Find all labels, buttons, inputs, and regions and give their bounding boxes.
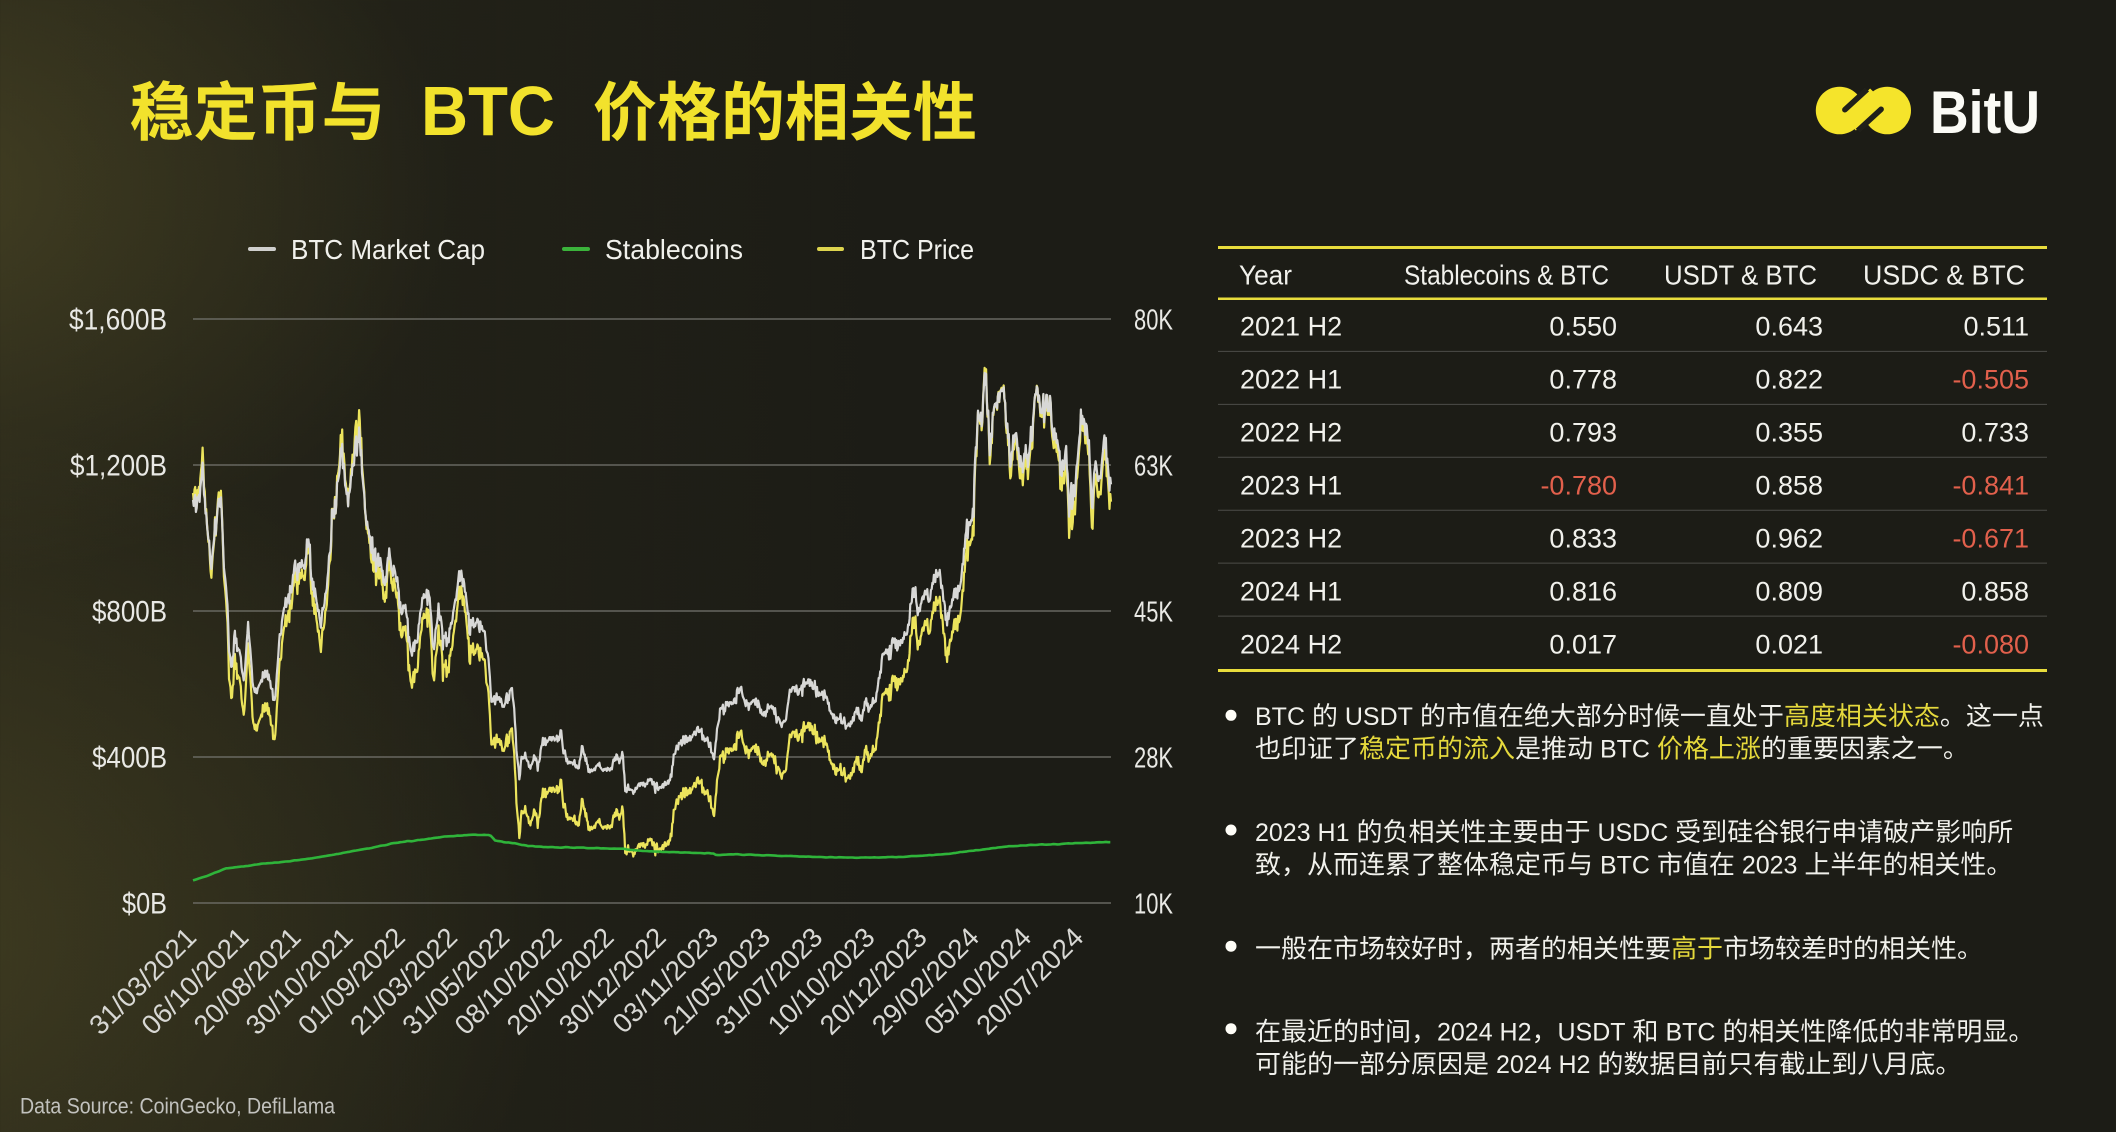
svg-text:2022 H1: 2022 H1 <box>1240 365 1342 395</box>
svg-text:45K: 45K <box>1134 597 1173 629</box>
svg-text:BTC Market Cap: BTC Market Cap <box>291 234 485 265</box>
svg-text:BTC: BTC <box>1593 736 1657 764</box>
svg-text:2024 H2: 2024 H2 <box>1240 629 1342 659</box>
svg-text:2023 H2: 2023 H2 <box>1240 523 1342 553</box>
svg-text:0.858: 0.858 <box>1755 471 1823 501</box>
svg-text:2023 H1: 2023 H1 <box>1255 819 1356 847</box>
svg-text:0.822: 0.822 <box>1755 365 1823 395</box>
svg-text:10K: 10K <box>1134 889 1173 921</box>
svg-text:BTC: BTC <box>1593 852 1657 880</box>
svg-text:0.550: 0.550 <box>1549 312 1617 342</box>
svg-text:USDC & BTC: USDC & BTC <box>1863 260 2025 291</box>
svg-text:BitU: BitU <box>1930 79 2040 146</box>
svg-text:-0.780: -0.780 <box>1540 471 1617 501</box>
svg-text:USDC: USDC <box>1591 819 1676 847</box>
svg-text:-0.505: -0.505 <box>1952 365 2029 395</box>
svg-text:2021 H2: 2021 H2 <box>1240 312 1342 342</box>
svg-text:2023: 2023 <box>1735 852 1805 880</box>
svg-text:0.858: 0.858 <box>1961 576 2029 606</box>
svg-text:-0.841: -0.841 <box>1952 471 2029 501</box>
svg-text:80K: 80K <box>1134 305 1173 337</box>
svg-text:BTC: BTC <box>421 72 555 150</box>
svg-text:2022 H2: 2022 H2 <box>1240 418 1342 448</box>
svg-text:USDT: USDT <box>1558 1019 1633 1047</box>
svg-text:$0B: $0B <box>122 888 167 921</box>
svg-text:2023 H1: 2023 H1 <box>1240 471 1342 501</box>
svg-text:2024 H2: 2024 H2 <box>1437 1019 1532 1047</box>
svg-text:BTC Price: BTC Price <box>860 234 974 265</box>
svg-text:2024 H2: 2024 H2 <box>1489 1051 1597 1079</box>
svg-text:28K: 28K <box>1134 743 1173 775</box>
svg-text:$1,200B: $1,200B <box>70 450 167 483</box>
svg-text:Data Source: CoinGecko, DefiLl: Data Source: CoinGecko, DefiLlama <box>20 1094 336 1119</box>
svg-text:0.793: 0.793 <box>1549 418 1617 448</box>
svg-text:BTC: BTC <box>1255 703 1312 731</box>
svg-text:BTC: BTC <box>1659 1019 1723 1047</box>
svg-text:0.643: 0.643 <box>1755 312 1823 342</box>
svg-text:$1,600B: $1,600B <box>69 304 167 337</box>
svg-text:Year: Year <box>1239 260 1292 291</box>
svg-text:0.511: 0.511 <box>1963 312 2029 342</box>
svg-text:0.021: 0.021 <box>1755 629 1823 659</box>
svg-text:0.355: 0.355 <box>1755 418 1823 448</box>
svg-text:0.778: 0.778 <box>1549 365 1617 395</box>
svg-text:0.816: 0.816 <box>1549 576 1617 606</box>
svg-text:0.833: 0.833 <box>1549 523 1617 553</box>
svg-text:-0.671: -0.671 <box>1952 523 2029 553</box>
svg-text:$800B: $800B <box>92 596 167 629</box>
svg-text:0.809: 0.809 <box>1755 576 1823 606</box>
svg-text:63K: 63K <box>1134 451 1173 483</box>
svg-text:2024 H1: 2024 H1 <box>1240 576 1342 606</box>
svg-text:Stablecoins: Stablecoins <box>605 234 743 265</box>
svg-text:0.017: 0.017 <box>1549 629 1617 659</box>
svg-text:0.733: 0.733 <box>1961 418 2029 448</box>
svg-text:Stablecoins & BTC: Stablecoins & BTC <box>1404 260 1609 291</box>
svg-text:USDT & BTC: USDT & BTC <box>1664 260 1817 291</box>
svg-text:0.962: 0.962 <box>1755 523 1823 553</box>
svg-text:$400B: $400B <box>92 742 167 775</box>
svg-text:USDT: USDT <box>1338 703 1420 731</box>
svg-text:-0.080: -0.080 <box>1952 629 2029 659</box>
